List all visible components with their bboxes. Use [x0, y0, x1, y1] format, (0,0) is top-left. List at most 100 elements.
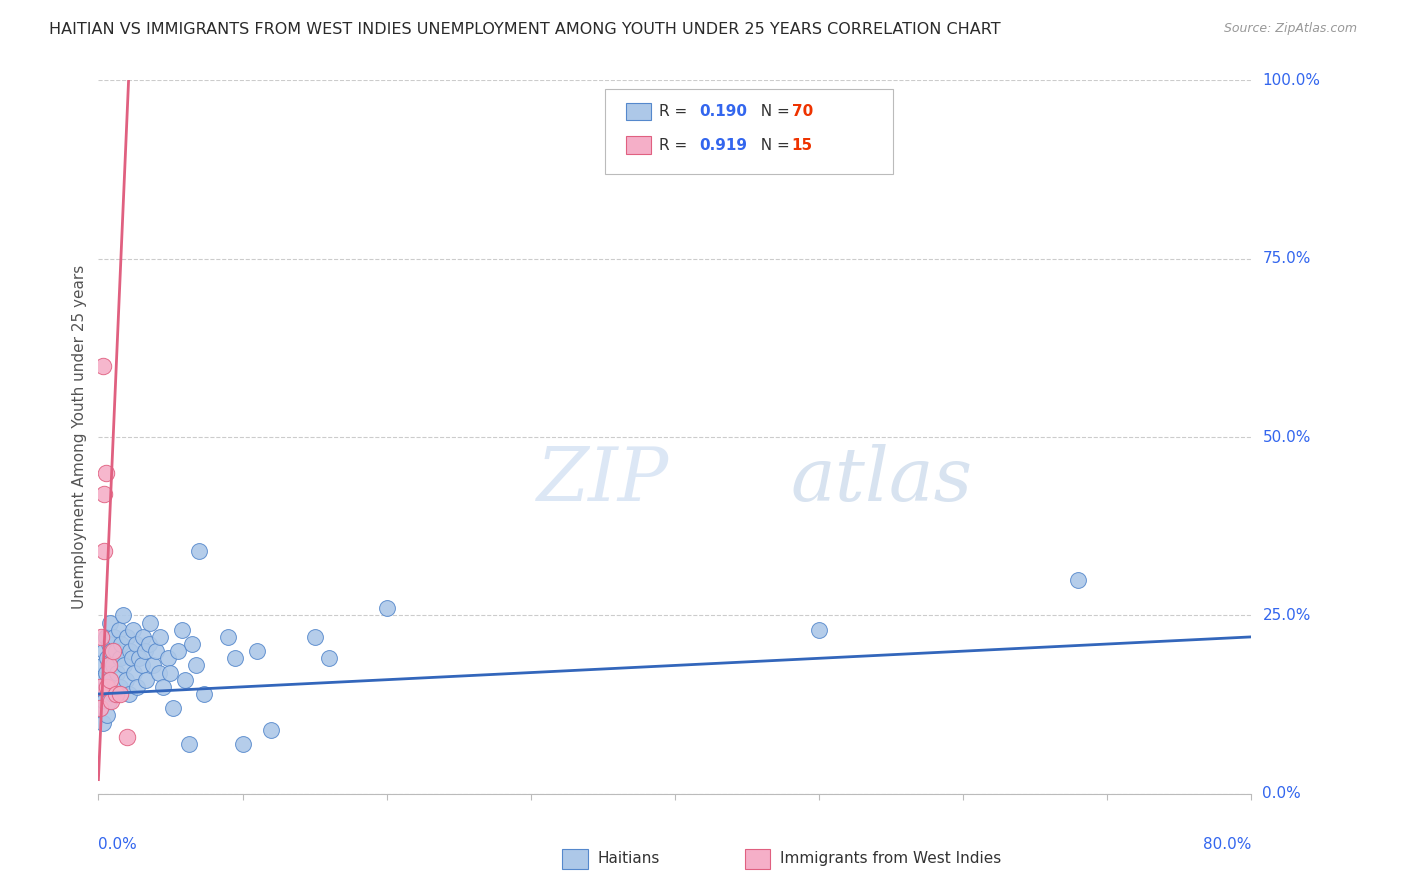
- Point: [181, 637, 204, 651]
- Point: [114, 673, 136, 687]
- Point: [1067, 573, 1090, 587]
- Point: [162, 701, 184, 715]
- Text: 25.0%: 25.0%: [1263, 608, 1310, 623]
- Text: 70: 70: [792, 104, 813, 119]
- Point: [96, 708, 118, 723]
- Point: [166, 644, 188, 658]
- Point: [124, 665, 146, 680]
- Point: [90, 630, 112, 644]
- Text: 0.0%: 0.0%: [1263, 787, 1301, 801]
- Point: [132, 630, 155, 644]
- Point: [117, 630, 138, 644]
- Text: R =: R =: [659, 104, 693, 119]
- Point: [89, 680, 111, 694]
- Point: [131, 658, 153, 673]
- Point: [304, 630, 326, 644]
- Point: [112, 658, 135, 673]
- Point: [94, 630, 117, 644]
- Point: [89, 701, 111, 715]
- Text: 0.190: 0.190: [699, 104, 747, 119]
- Point: [224, 651, 246, 665]
- Point: [108, 680, 131, 694]
- Point: [90, 673, 112, 687]
- Text: Haitians: Haitians: [598, 851, 659, 865]
- Point: [91, 715, 114, 730]
- Text: Source: ZipAtlas.com: Source: ZipAtlas.com: [1223, 22, 1357, 36]
- Point: [108, 687, 131, 701]
- Text: 75.0%: 75.0%: [1263, 252, 1310, 266]
- Point: [98, 673, 121, 687]
- Point: [134, 644, 156, 658]
- Point: [107, 623, 129, 637]
- Point: [188, 544, 211, 558]
- Point: [101, 687, 124, 701]
- Text: 50.0%: 50.0%: [1263, 430, 1310, 444]
- Text: N =: N =: [751, 104, 794, 119]
- Point: [93, 694, 115, 708]
- Point: [91, 658, 114, 673]
- Point: [156, 651, 179, 665]
- Point: [260, 723, 283, 737]
- Point: [98, 673, 121, 687]
- Point: [93, 487, 115, 501]
- Point: [97, 694, 120, 708]
- Text: HAITIAN VS IMMIGRANTS FROM WEST INDIES UNEMPLOYMENT AMONG YOUTH UNDER 25 YEARS C: HAITIAN VS IMMIGRANTS FROM WEST INDIES U…: [49, 22, 1001, 37]
- Point: [101, 644, 124, 658]
- Point: [138, 637, 160, 651]
- Point: [135, 673, 157, 687]
- Point: [179, 737, 201, 751]
- Point: [159, 665, 181, 680]
- Point: [231, 737, 254, 751]
- Point: [103, 630, 125, 644]
- Point: [122, 623, 145, 637]
- Point: [94, 665, 117, 680]
- Point: [94, 680, 117, 694]
- Point: [91, 359, 114, 373]
- Point: [318, 651, 340, 665]
- Point: [100, 694, 122, 708]
- Point: [139, 615, 162, 630]
- Point: [121, 651, 143, 665]
- Point: [152, 680, 174, 694]
- Text: 0.0%: 0.0%: [98, 837, 138, 852]
- Point: [98, 615, 121, 630]
- Point: [93, 644, 115, 658]
- Point: [375, 601, 398, 615]
- Text: 15: 15: [792, 138, 813, 153]
- Point: [117, 730, 138, 744]
- Point: [246, 644, 269, 658]
- Text: R =: R =: [659, 138, 693, 153]
- Point: [104, 644, 127, 658]
- Point: [193, 687, 215, 701]
- Text: 100.0%: 100.0%: [1263, 73, 1320, 87]
- Text: atlas: atlas: [790, 443, 973, 516]
- Point: [118, 687, 141, 701]
- Point: [94, 466, 117, 480]
- Point: [142, 658, 165, 673]
- Text: 80.0%: 80.0%: [1204, 837, 1251, 852]
- Y-axis label: Unemployment Among Youth under 25 years: Unemployment Among Youth under 25 years: [72, 265, 87, 609]
- Point: [97, 658, 120, 673]
- Text: 0.919: 0.919: [699, 138, 747, 153]
- Point: [217, 630, 239, 644]
- Point: [174, 673, 197, 687]
- Point: [111, 608, 134, 623]
- Point: [100, 644, 122, 658]
- Point: [104, 687, 127, 701]
- Point: [97, 637, 120, 651]
- Point: [110, 637, 132, 651]
- Point: [149, 630, 172, 644]
- Point: [186, 658, 208, 673]
- Point: [807, 623, 830, 637]
- Point: [108, 651, 131, 665]
- Point: [93, 544, 115, 558]
- Point: [128, 651, 150, 665]
- Text: Immigrants from West Indies: Immigrants from West Indies: [780, 851, 1001, 865]
- Text: ZIP: ZIP: [537, 443, 669, 516]
- Point: [105, 665, 128, 680]
- Point: [170, 623, 193, 637]
- Point: [148, 665, 170, 680]
- Point: [125, 637, 148, 651]
- Point: [96, 680, 118, 694]
- Point: [145, 644, 167, 658]
